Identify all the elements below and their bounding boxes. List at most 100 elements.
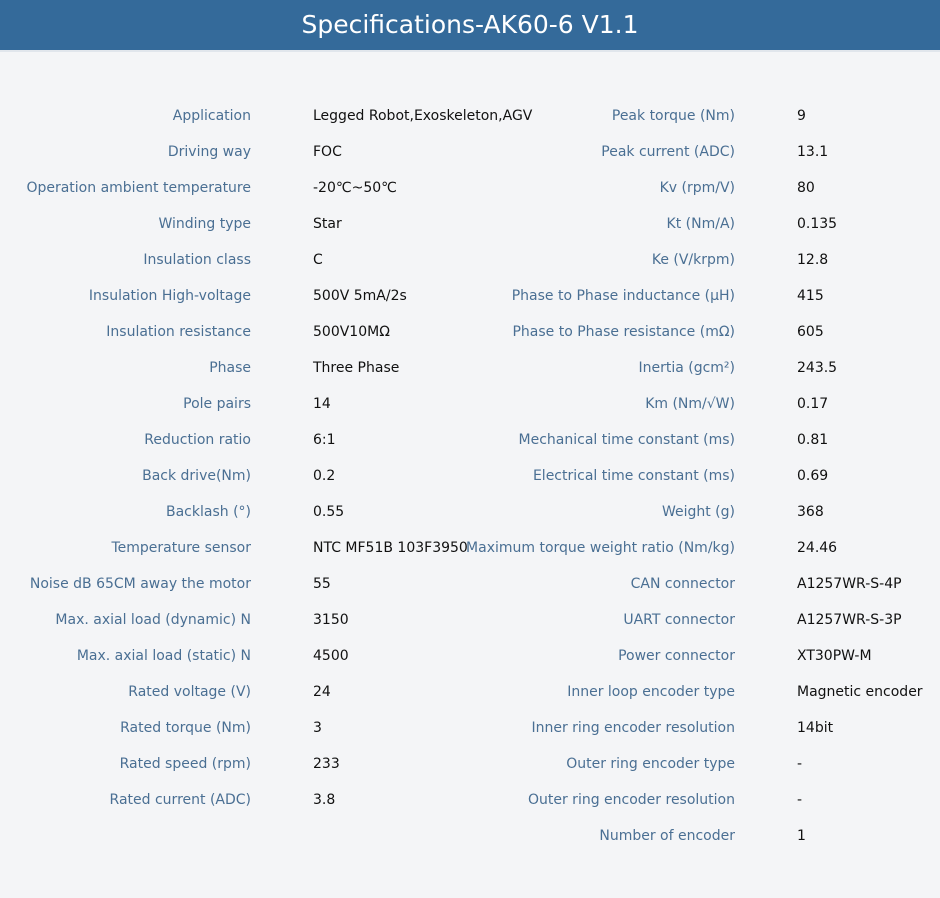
spec-value: Legged Robot,Exoskeleton,AGV xyxy=(313,108,533,124)
right-spec-row: UART connector xyxy=(460,602,735,638)
spec-label: Application xyxy=(172,108,251,124)
left-spec-row: Max. axial load (dynamic) N xyxy=(0,602,251,638)
spec-value: 14 xyxy=(313,396,331,412)
spec-value: A1257WR-S-4P xyxy=(797,576,902,592)
left-spec-row: FOC xyxy=(313,134,473,170)
right-spec-row: Mechanical time constant (ms) xyxy=(460,422,735,458)
right-spec-row: Weight (g) xyxy=(460,494,735,530)
spec-label: Maximum torque weight ratio (Nm/kg) xyxy=(466,540,735,556)
spec-label: Operation ambient temperature xyxy=(26,180,251,196)
left-spec-row: 3 xyxy=(313,710,473,746)
spec-value: 14bit xyxy=(797,720,834,736)
spec-value: 500V 5mA/2s xyxy=(313,288,407,304)
left-spec-row: Driving way xyxy=(0,134,251,170)
right-spec-row: Peak current (ADC) xyxy=(460,134,735,170)
spec-label: Number of encoder xyxy=(599,828,735,844)
left-spec-row: Reduction ratio xyxy=(0,422,251,458)
right-spec-row: Inertia (gcm²) xyxy=(460,350,735,386)
spec-label: Max. axial load (dynamic) N xyxy=(55,612,251,628)
spec-label: Temperature sensor xyxy=(111,540,251,556)
right-spec-row: 0.17 xyxy=(797,386,937,422)
left-spec-row: Rated torque (Nm) xyxy=(0,710,251,746)
right-spec-row: Number of encoder xyxy=(460,818,735,854)
spec-label: Outer ring encoder type xyxy=(566,756,735,772)
spec-value: A1257WR-S-3P xyxy=(797,612,902,628)
spec-label: Kv (rpm/V) xyxy=(659,180,735,196)
spec-label: Reduction ratio xyxy=(144,432,251,448)
spec-label: Ke (V/krpm) xyxy=(651,252,735,268)
spec-label: Phase to Phase inductance (μH) xyxy=(511,288,735,304)
spec-label: Power connector xyxy=(618,648,735,664)
spec-label: Back drive(Nm) xyxy=(142,468,251,484)
left-spec-row: 55 xyxy=(313,566,473,602)
spec-label: Km (Nm/√W) xyxy=(645,396,735,412)
spec-label: Peak torque (Nm) xyxy=(611,108,735,124)
spec-value: 0.55 xyxy=(313,504,345,520)
left-label-column: Application Driving way Operation ambient … xyxy=(0,98,251,818)
right-spec-row: 415 xyxy=(797,278,937,314)
spec-value: - xyxy=(797,792,803,808)
spec-value: 0.81 xyxy=(797,432,829,448)
spec-label: Rated torque (Nm) xyxy=(120,720,251,736)
left-spec-row: Rated current (ADC) xyxy=(0,782,251,818)
spec-value: 3 xyxy=(313,720,322,736)
spec-value: 3150 xyxy=(313,612,349,628)
right-spec-row: 14bit xyxy=(797,710,937,746)
left-spec-row: Application xyxy=(0,98,251,134)
spec-label: Max. axial load (static) N xyxy=(76,648,251,664)
spec-label: Rated speed (rpm) xyxy=(119,756,251,772)
right-spec-row: 1 xyxy=(797,818,937,854)
left-spec-row: -20℃~50℃ xyxy=(313,170,473,206)
spec-label: Electrical time constant (ms) xyxy=(532,468,735,484)
spec-value: C xyxy=(313,252,323,268)
spec-value: 6:1 xyxy=(313,432,336,448)
right-spec-row: XT30PW-M xyxy=(797,638,937,674)
left-spec-row: Winding type xyxy=(0,206,251,242)
spec-value: 9 xyxy=(797,108,806,124)
header-divider xyxy=(0,50,940,52)
spec-value: 24 xyxy=(313,684,331,700)
right-spec-row: 243.5 xyxy=(797,350,937,386)
left-spec-row: Operation ambient temperature xyxy=(0,170,251,206)
left-spec-row: 0.55 xyxy=(313,494,473,530)
right-spec-row: Phase to Phase resistance (mΩ) xyxy=(460,314,735,350)
left-spec-row: Three Phase xyxy=(313,350,473,386)
right-spec-row: - xyxy=(797,746,937,782)
spec-value: Three Phase xyxy=(313,360,400,376)
spec-value: Star xyxy=(313,216,342,232)
left-spec-row: Backlash (°) xyxy=(0,494,251,530)
spec-label: CAN connector xyxy=(630,576,735,592)
right-spec-row: 12.8 xyxy=(797,242,937,278)
spec-value: 12.8 xyxy=(797,252,829,268)
spec-label: Insulation resistance xyxy=(106,324,251,340)
left-spec-row: 6:1 xyxy=(313,422,473,458)
right-spec-row: 13.1 xyxy=(797,134,937,170)
left-spec-row: NTC MF51B 103F3950 xyxy=(313,530,473,566)
spec-value: 243.5 xyxy=(797,360,838,376)
right-spec-row: 0.81 xyxy=(797,422,937,458)
right-spec-row: Ke (V/krpm) xyxy=(460,242,735,278)
spec-label: Weight (g) xyxy=(661,504,735,520)
spec-value: 233 xyxy=(313,756,340,772)
right-spec-row: Phase to Phase inductance (μH) xyxy=(460,278,735,314)
spec-value: 13.1 xyxy=(797,144,829,160)
left-spec-row: Rated speed (rpm) xyxy=(0,746,251,782)
right-spec-row: 9 xyxy=(797,98,937,134)
left-spec-row: 14 xyxy=(313,386,473,422)
right-spec-row: Outer ring encoder type xyxy=(460,746,735,782)
spec-label: Inner ring encoder resolution xyxy=(531,720,735,736)
spec-value: 500V10MΩ xyxy=(313,324,390,340)
spec-value: 24.46 xyxy=(797,540,838,556)
spec-value: NTC MF51B 103F3950 xyxy=(313,540,468,556)
left-spec-row: 0.2 xyxy=(313,458,473,494)
spec-label: Inner loop encoder type xyxy=(567,684,735,700)
right-spec-row: Power connector xyxy=(460,638,735,674)
right-spec-row: Electrical time constant (ms) xyxy=(460,458,735,494)
left-spec-row: Insulation class xyxy=(0,242,251,278)
left-spec-row: 24 xyxy=(313,674,473,710)
spec-value: FOC xyxy=(313,144,342,160)
left-spec-row: 500V 5mA/2s xyxy=(313,278,473,314)
spec-label: Pole pairs xyxy=(183,396,251,412)
spec-label: Peak current (ADC) xyxy=(601,144,735,160)
spec-value: 0.69 xyxy=(797,468,829,484)
